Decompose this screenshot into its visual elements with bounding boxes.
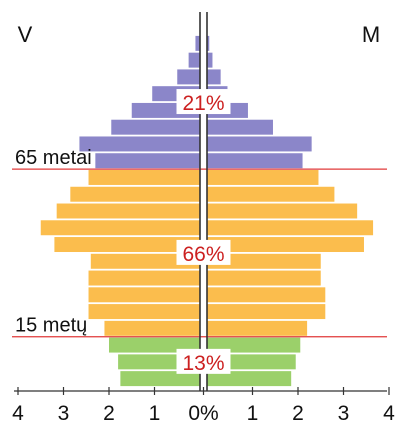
bar-female-8: [207, 237, 364, 253]
bar-female-13: [207, 153, 303, 169]
bar-male-2: [109, 337, 200, 353]
pct-label-bg-65+: [176, 89, 231, 115]
bar-male-19: [188, 52, 200, 68]
axis-layer: 4 3 2 1 0% 1 2 3 4: [12, 12, 395, 425]
bar-female-0: [207, 371, 292, 387]
bar-male-13: [95, 153, 200, 169]
bar-male-6: [88, 270, 200, 286]
bar-male-20: [195, 35, 200, 51]
bar-male-11: [70, 186, 200, 202]
x-tick-label-6: 2: [292, 402, 304, 425]
bar-female-15: [207, 119, 273, 135]
bar-male-9: [40, 220, 200, 236]
bar-female-2: [207, 337, 301, 353]
bar-female-19: [207, 52, 213, 68]
x-tick-label-1: 3: [58, 402, 70, 425]
x-tick-label-8: 4: [383, 402, 395, 425]
bar-male-14: [79, 136, 200, 152]
bar-male-5: [88, 287, 200, 303]
right-side-label: M: [362, 22, 380, 47]
age-mark-label-0: 65 metai: [15, 147, 92, 169]
bar-male-0: [120, 371, 200, 387]
bar-male-7: [90, 253, 200, 269]
x-tick-label-3: 1: [149, 402, 161, 425]
bar-male-4: [88, 304, 200, 320]
bar-female-11: [207, 186, 335, 202]
pct-label-bg-0-14: [176, 348, 231, 374]
bar-female-5: [207, 287, 326, 303]
bar-male-12: [88, 169, 200, 185]
x-tick-label-5: 1: [247, 402, 259, 425]
left-side-label: V: [18, 22, 33, 47]
pct-label-65+: 21%: [182, 92, 224, 115]
bar-male-3: [104, 320, 200, 336]
bar-female-6: [207, 270, 321, 286]
bar-female-14: [207, 136, 312, 152]
age-mark-label-1: 15 metų: [15, 315, 87, 337]
bar-female-12: [207, 169, 319, 185]
bar-male-15: [111, 119, 200, 135]
x-tick-label-4: 0%: [188, 402, 218, 425]
bar-male-10: [56, 203, 200, 219]
bar-male-18: [177, 69, 200, 85]
x-tick-label-2: 2: [103, 402, 115, 425]
pct-label-15-64: 66%: [182, 243, 224, 266]
bar-female-3: [207, 320, 308, 336]
bar-female-10: [207, 203, 358, 219]
bar-female-4: [207, 304, 326, 320]
bar-female-9: [207, 220, 374, 236]
x-tick-label-7: 3: [338, 402, 350, 425]
pct-label-0-14: 13%: [182, 352, 224, 375]
bar-female-18: [207, 69, 221, 85]
x-tick-label-0: 4: [12, 402, 24, 425]
bar-male-8: [54, 237, 201, 253]
bars-layer: [40, 35, 374, 387]
labels-layer: V M 65 metai 15 metų 13% 66% 21%: [15, 22, 380, 375]
bar-female-7: [207, 253, 321, 269]
bar-female-20: [207, 35, 210, 51]
pct-label-bg-15-64: [176, 239, 231, 265]
